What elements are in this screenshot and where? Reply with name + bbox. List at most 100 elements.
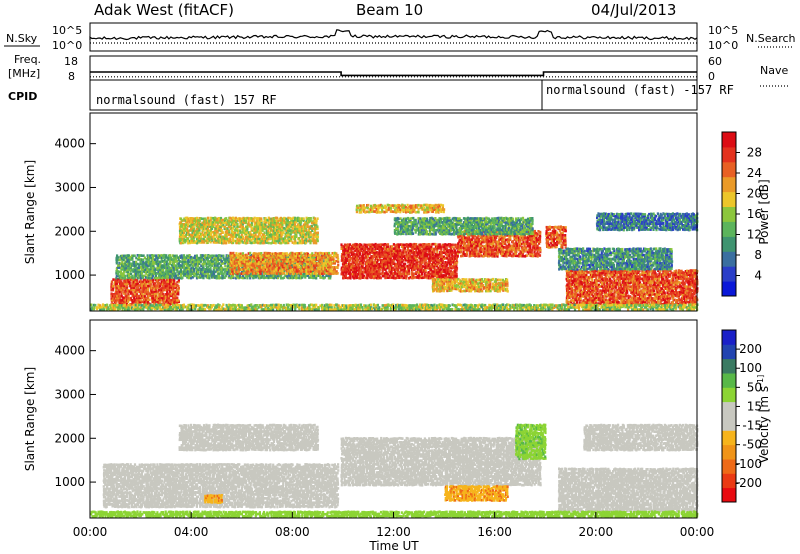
data-cell xyxy=(445,272,448,275)
data-cell xyxy=(169,278,172,281)
data-cell xyxy=(393,268,397,272)
data-cell xyxy=(163,253,166,257)
data-cell xyxy=(150,296,154,300)
data-cell xyxy=(238,241,241,245)
data-cell xyxy=(308,233,311,237)
data-cell xyxy=(266,237,269,240)
data-cell xyxy=(277,259,280,263)
data-cell xyxy=(137,258,141,261)
data-cell xyxy=(315,258,318,261)
data-cell xyxy=(367,265,370,268)
data-cell xyxy=(317,256,320,260)
data-cell xyxy=(232,233,235,237)
data-cell xyxy=(236,229,239,232)
data-cell xyxy=(270,276,273,279)
data-cell xyxy=(306,254,309,257)
data-cell xyxy=(206,274,209,278)
data-cell xyxy=(440,262,443,266)
data-cell xyxy=(214,218,217,222)
data-cell xyxy=(416,270,419,274)
data-cell xyxy=(324,262,327,265)
data-cell xyxy=(392,256,396,260)
data-cell xyxy=(420,274,423,278)
data-cell xyxy=(407,272,410,276)
data-cell xyxy=(229,240,232,244)
data-cell xyxy=(455,262,458,266)
data-cell xyxy=(327,265,330,269)
data-cell xyxy=(220,272,223,275)
data-cell xyxy=(191,276,194,279)
data-cell xyxy=(143,262,146,265)
data-cell xyxy=(161,286,164,290)
data-cell xyxy=(376,272,380,275)
data-cell xyxy=(375,257,378,260)
data-cell xyxy=(230,274,233,277)
data-cell xyxy=(220,228,223,232)
data-cell xyxy=(114,295,117,298)
data-cell xyxy=(297,254,300,257)
data-cell xyxy=(118,296,122,300)
data-cell xyxy=(263,237,266,241)
data-cell xyxy=(381,264,384,267)
data-cell xyxy=(329,274,332,278)
data-cell xyxy=(195,239,198,243)
data-cell xyxy=(289,256,292,259)
data-cell xyxy=(308,237,311,241)
data-cell xyxy=(312,216,315,220)
data-cell xyxy=(402,253,405,256)
data-cell xyxy=(270,221,273,225)
data-cell xyxy=(179,227,182,230)
data-cell xyxy=(225,233,228,236)
data-cell xyxy=(296,225,299,228)
data-cell xyxy=(287,225,290,228)
data-cell xyxy=(334,266,337,269)
data-cell xyxy=(147,256,150,259)
data-cell xyxy=(228,239,231,243)
data-cell xyxy=(413,259,416,262)
data-cell xyxy=(395,262,398,266)
data-cell xyxy=(407,269,410,272)
data-cell xyxy=(437,270,440,274)
data-cell xyxy=(360,276,363,279)
data-cell xyxy=(351,262,354,265)
data-cell xyxy=(177,262,180,265)
data-cell xyxy=(204,231,207,235)
data-cell xyxy=(167,292,170,296)
data-cell xyxy=(308,225,311,229)
data-cell xyxy=(204,272,207,275)
data-cell xyxy=(179,254,182,258)
data-cell xyxy=(157,270,160,273)
data-cell xyxy=(388,274,391,277)
data-cell xyxy=(291,235,294,239)
data-cell xyxy=(372,253,375,256)
data-cell xyxy=(298,224,301,228)
data-cell xyxy=(268,264,271,268)
data-cell xyxy=(152,294,155,298)
data-cell xyxy=(153,284,156,288)
data-cell xyxy=(115,288,118,291)
data-cell xyxy=(253,254,256,257)
data-cell xyxy=(332,266,335,269)
data-cell xyxy=(138,254,141,257)
data-cell xyxy=(305,233,308,236)
data-cell xyxy=(183,219,186,222)
data-cell xyxy=(139,298,142,302)
data-cell xyxy=(193,227,196,230)
data-cell xyxy=(112,278,115,281)
data-cell xyxy=(150,260,153,263)
data-cell xyxy=(280,241,283,245)
data-cell xyxy=(238,218,241,222)
data-cell xyxy=(316,252,319,255)
data-cell xyxy=(204,274,207,278)
data-cell xyxy=(244,221,248,224)
data-cell xyxy=(229,233,232,237)
data-cell xyxy=(371,266,374,270)
data-cell xyxy=(250,233,253,236)
data-cell xyxy=(269,221,272,225)
data-cell xyxy=(411,274,414,278)
data-cell xyxy=(413,245,416,249)
data-cell xyxy=(169,258,172,262)
data-cell xyxy=(437,276,440,280)
data-cell xyxy=(351,270,354,273)
data-cell xyxy=(219,225,222,228)
